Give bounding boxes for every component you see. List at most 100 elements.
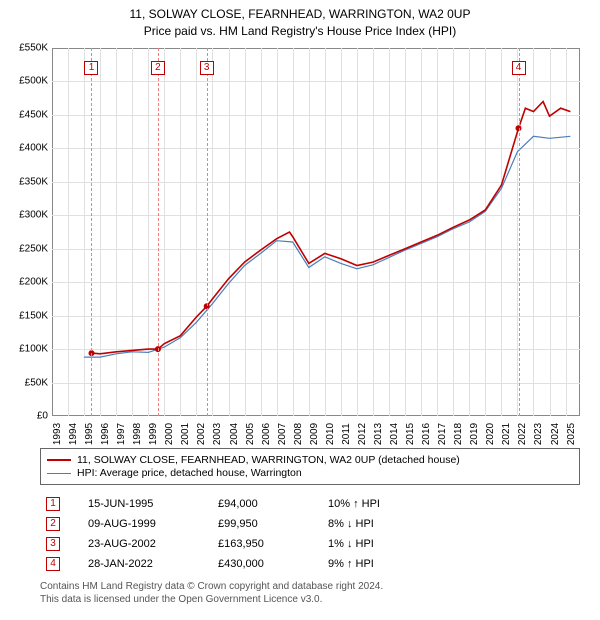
arrow-down-icon: ↓ xyxy=(347,538,353,550)
sale-pct-value: 9% xyxy=(328,558,344,570)
sale-row: 4 28-JAN-2022£430,0009% ↑ HPI xyxy=(40,554,580,574)
y-axis-label: £350K xyxy=(19,176,48,187)
sale-marker-line xyxy=(207,48,208,416)
x-axis-label: 1998 xyxy=(132,423,143,445)
arrow-down-icon: ↓ xyxy=(347,518,353,530)
footer-line2: This data is licensed under the Open Gov… xyxy=(40,593,383,606)
x-axis-label: 2003 xyxy=(212,423,223,445)
x-axis-label: 2020 xyxy=(485,423,496,445)
sale-pct-suffix: HPI xyxy=(356,538,374,550)
y-axis-label: £400K xyxy=(19,143,48,154)
sale-date: 09-AUG-1999 xyxy=(88,518,218,530)
x-axis-label: 1995 xyxy=(84,423,95,445)
arrow-up-icon: ↑ xyxy=(353,498,359,510)
sale-price: £99,950 xyxy=(218,518,328,530)
legend-swatch xyxy=(47,459,71,461)
sale-pct-suffix: HPI xyxy=(356,558,374,570)
x-axis-label: 2000 xyxy=(164,423,175,445)
y-axis-label: £150K xyxy=(19,310,48,321)
x-axis-label: 1997 xyxy=(116,423,127,445)
sale-date: 15-JUN-1995 xyxy=(88,498,218,510)
x-axis-label: 2008 xyxy=(293,423,304,445)
x-axis-label: 1996 xyxy=(100,423,111,445)
x-axis-label: 1999 xyxy=(148,423,159,445)
y-axis-label: £450K xyxy=(19,109,48,120)
chart-area: £0£50K£100K£150K£200K£250K£300K£350K£400… xyxy=(52,48,580,416)
x-axis-label: 1993 xyxy=(52,423,63,445)
footer: Contains HM Land Registry data © Crown c… xyxy=(40,580,383,606)
sale-pct-value: 8% xyxy=(328,518,344,530)
x-axis-label: 2014 xyxy=(389,423,400,445)
sale-pct-suffix: HPI xyxy=(362,498,380,510)
x-axis-label: 2006 xyxy=(261,423,272,445)
series-price-paid xyxy=(92,102,571,354)
legend-label: HPI: Average price, detached house, Warr… xyxy=(77,467,302,479)
x-axis-label: 2018 xyxy=(453,423,464,445)
title-address: 11, SOLWAY CLOSE, FEARNHEAD, WARRINGTON,… xyxy=(0,6,600,23)
sale-price: £94,000 xyxy=(218,498,328,510)
x-axis-label: 2019 xyxy=(469,423,480,445)
legend: 11, SOLWAY CLOSE, FEARNHEAD, WARRINGTON,… xyxy=(40,448,580,485)
legend-row: 11, SOLWAY CLOSE, FEARNHEAD, WARRINGTON,… xyxy=(47,454,573,466)
x-axis-label: 2002 xyxy=(196,423,207,445)
title-block: 11, SOLWAY CLOSE, FEARNHEAD, WARRINGTON,… xyxy=(0,0,600,40)
sale-row: 1 15-JUN-1995£94,00010% ↑ HPI xyxy=(40,494,580,514)
line-series-svg xyxy=(52,48,580,416)
sale-pct: 1% ↓ HPI xyxy=(328,538,448,550)
x-axis-label: 2024 xyxy=(550,423,561,445)
y-axis-label: £300K xyxy=(19,210,48,221)
sale-row: 3 23-AUG-2002£163,9501% ↓ HPI xyxy=(40,534,580,554)
sale-price: £430,000 xyxy=(218,558,328,570)
x-axis-label: 2010 xyxy=(325,423,336,445)
legend-swatch xyxy=(47,473,71,474)
sales-table: 1 15-JUN-1995£94,00010% ↑ HPI 2 09-AUG-1999… xyxy=(40,494,580,574)
sale-marker-box: 3 xyxy=(200,61,214,75)
x-axis-label: 2015 xyxy=(405,423,416,445)
sale-pct-value: 1% xyxy=(328,538,344,550)
x-axis-label: 2004 xyxy=(229,423,240,445)
x-axis-label: 2022 xyxy=(517,423,528,445)
x-axis-label: 2025 xyxy=(566,423,577,445)
sale-row: 2 09-AUG-1999£99,9508% ↓ HPI xyxy=(40,514,580,534)
y-axis-label: £0 xyxy=(37,411,48,422)
sale-row-marker: 4 xyxy=(46,557,60,571)
y-axis-label: £200K xyxy=(19,277,48,288)
x-axis-label: 2011 xyxy=(341,423,352,445)
x-axis-label: 2007 xyxy=(277,423,288,445)
x-axis-label: 1994 xyxy=(68,423,79,445)
legend-row: HPI: Average price, detached house, Warr… xyxy=(47,467,573,479)
x-axis-label: 2021 xyxy=(501,423,512,445)
sale-marker-box: 4 xyxy=(512,61,526,75)
sale-marker-line xyxy=(519,48,520,416)
y-axis-label: £50K xyxy=(25,377,48,388)
x-axis-label: 2023 xyxy=(533,423,544,445)
y-axis-label: £550K xyxy=(19,43,48,54)
x-axis-label: 2005 xyxy=(245,423,256,445)
sale-row-marker: 1 xyxy=(46,497,60,511)
sale-date: 23-AUG-2002 xyxy=(88,538,218,550)
y-axis-label: £250K xyxy=(19,243,48,254)
sale-row-marker: 2 xyxy=(46,517,60,531)
x-axis-label: 2012 xyxy=(357,423,368,445)
legend-label: 11, SOLWAY CLOSE, FEARNHEAD, WARRINGTON,… xyxy=(77,454,460,466)
sale-row-marker: 3 xyxy=(46,537,60,551)
sale-marker-box: 1 xyxy=(84,61,98,75)
sale-pct-value: 10% xyxy=(328,498,350,510)
title-subtitle: Price paid vs. HM Land Registry's House … xyxy=(0,23,600,40)
x-axis-label: 2013 xyxy=(373,423,384,445)
y-axis-label: £500K xyxy=(19,76,48,87)
x-axis-label: 2017 xyxy=(437,423,448,445)
sale-pct: 10% ↑ HPI xyxy=(328,498,448,510)
sale-marker-line xyxy=(158,48,159,416)
sale-marker-box: 2 xyxy=(151,61,165,75)
arrow-up-icon: ↑ xyxy=(347,558,353,570)
sale-date: 28-JAN-2022 xyxy=(88,558,218,570)
sale-price: £163,950 xyxy=(218,538,328,550)
footer-line1: Contains HM Land Registry data © Crown c… xyxy=(40,580,383,593)
sale-pct-suffix: HPI xyxy=(356,518,374,530)
y-axis-label: £100K xyxy=(19,344,48,355)
sale-pct: 9% ↑ HPI xyxy=(328,558,448,570)
sale-marker-line xyxy=(91,48,92,416)
x-axis-label: 2001 xyxy=(180,423,191,445)
sale-pct: 8% ↓ HPI xyxy=(328,518,448,530)
